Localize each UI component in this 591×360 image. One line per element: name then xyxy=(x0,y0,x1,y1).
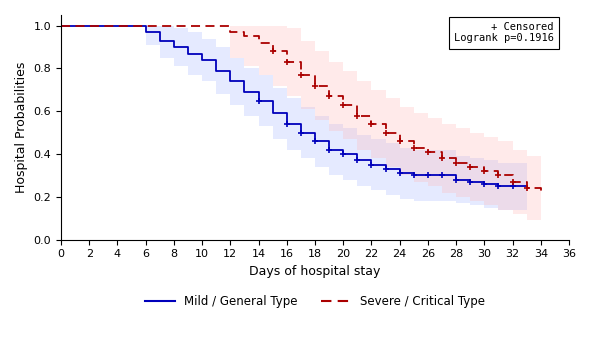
Legend: Mild / General Type, Severe / Critical Type: Mild / General Type, Severe / Critical T… xyxy=(140,291,490,313)
X-axis label: Days of hospital stay: Days of hospital stay xyxy=(249,265,381,278)
Text: + Censored
Logrank p=0.1916: + Censored Logrank p=0.1916 xyxy=(454,22,554,43)
Y-axis label: Hospital Probabilities: Hospital Probabilities xyxy=(15,62,28,193)
